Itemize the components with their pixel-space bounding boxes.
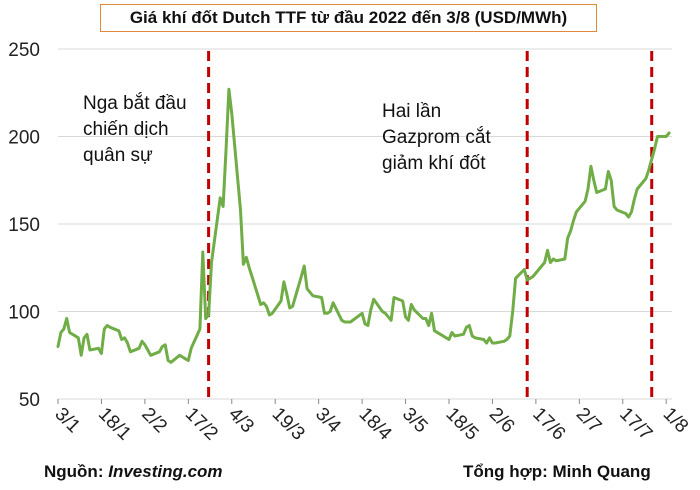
source-name: Investing.com — [108, 462, 223, 481]
chart-title: Giá khí đốt Dutch TTF từ đầu 2022 đến 3/… — [100, 4, 597, 32]
y-tick-label: 250 — [8, 40, 40, 61]
x-tick-label: 17/6 — [528, 404, 569, 445]
x-tick-label: 4/3 — [224, 404, 258, 438]
x-tick-label: 3/4 — [311, 404, 345, 438]
source-note: Nguồn: Investing.com — [44, 462, 223, 482]
annotation-line: Hai lần — [382, 101, 442, 122]
annotation-line: chiến dịch — [83, 119, 169, 140]
y-tick-label: 150 — [8, 215, 40, 236]
annotation-gazprom-cuts: Hai lần Gazprom cắt giảm khí đốt — [382, 99, 491, 177]
compiled-by: Tổng hợp: Minh Quang — [463, 462, 651, 481]
x-tick-label: 2/6 — [485, 404, 519, 438]
x-tick-label: 2/7 — [572, 404, 606, 438]
source-label: Nguồn: — [44, 462, 104, 481]
x-tick-label: 17/2 — [181, 404, 222, 445]
x-tick-label: 1/8 — [659, 404, 693, 438]
x-tick-label: 18/4 — [355, 404, 396, 445]
x-tick-label: 18/1 — [94, 404, 135, 445]
annotation-line: Nga bắt đầu — [83, 93, 187, 114]
y-tick-label: 200 — [8, 128, 40, 149]
x-tick-label: 2/2 — [137, 404, 171, 438]
price-series-line — [56, 87, 671, 364]
x-axis: 3/1 18/1 2/2 17/2 4/3 19/3 3/4 18/4 3/5 18/5 2/6 17… — [50, 399, 692, 445]
x-tick-label: 18/5 — [441, 404, 482, 445]
x-tick-label: 3/5 — [398, 404, 432, 438]
y-tick-label: 100 — [8, 303, 40, 324]
annotation-line: giảm khí đốt — [382, 153, 486, 174]
series-group — [56, 87, 671, 364]
annotation-line: Gazprom cắt — [382, 127, 491, 148]
x-tick-label: 17/7 — [615, 404, 656, 445]
y-axis: 50 100 150 200 250 — [8, 40, 40, 411]
gridlines — [58, 48, 672, 400]
annotation-line: quân sự — [83, 145, 153, 166]
x-tick-label: 19/3 — [268, 404, 309, 445]
annotation-russia-invasion: Nga bắt đầu chiến dịch quân sự — [83, 91, 187, 169]
x-tick-label: 3/1 — [50, 404, 84, 438]
y-tick-label: 50 — [19, 390, 40, 411]
event-lines — [207, 51, 654, 399]
